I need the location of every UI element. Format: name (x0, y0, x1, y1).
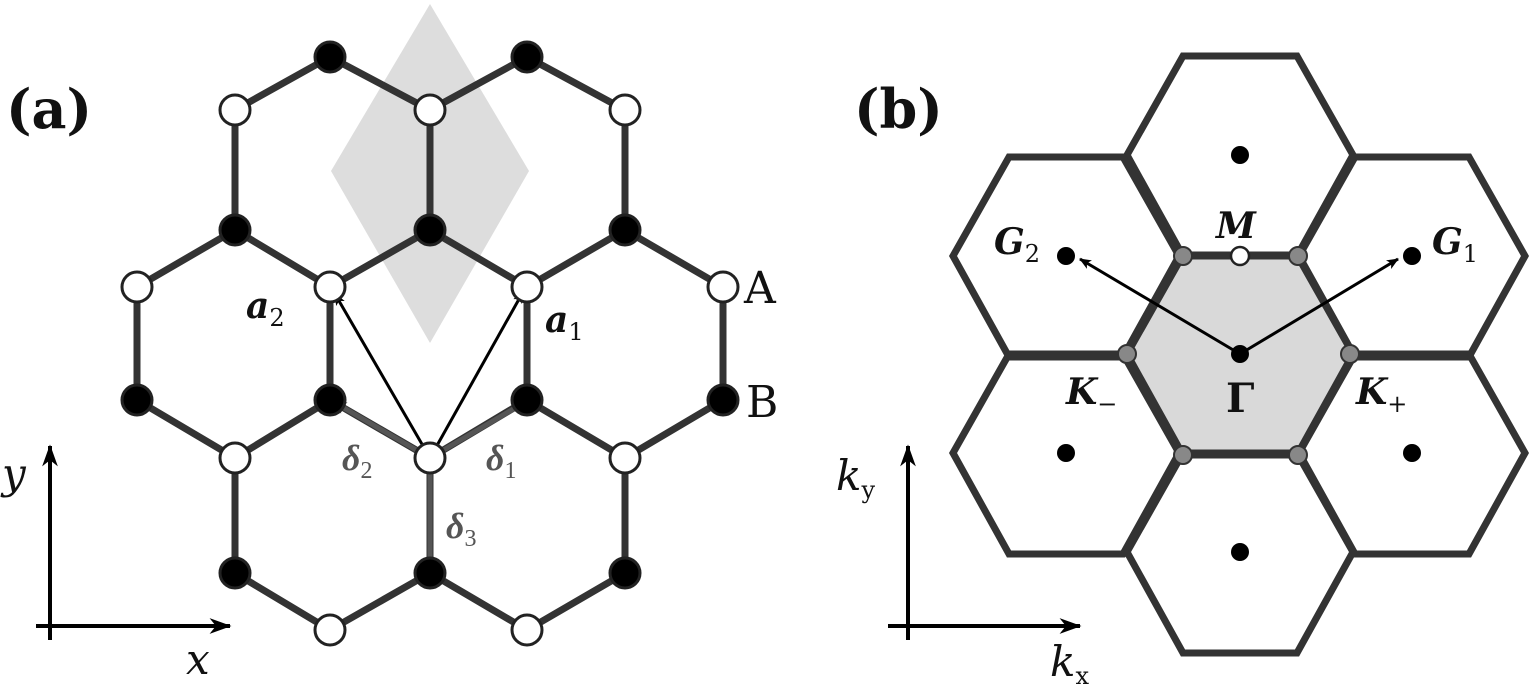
label-delta2: δ2 (342, 438, 372, 484)
zone-center-dot (1057, 444, 1075, 462)
k-point-dot (1117, 344, 1137, 364)
lattice-sites (120, 40, 740, 647)
kx-axis-label: kx (1050, 637, 1089, 690)
bond (426, 569, 531, 634)
bond (621, 226, 727, 291)
bond (523, 226, 629, 291)
label-k-plus: K+ (1355, 371, 1407, 418)
site-b (218, 556, 252, 590)
site-a (120, 270, 154, 304)
m-point-dot (1229, 245, 1251, 267)
panel-b: (b) M G2 G1 Γ K− K+ kx ky (836, 52, 1529, 690)
vector-delta1-arrow (428, 398, 529, 461)
zone-center-dot (1231, 543, 1249, 561)
site-a (510, 613, 544, 647)
sublattice-b-label: B (746, 377, 778, 428)
label-k-minus: K− (1065, 371, 1117, 418)
vector-a1-arrow (428, 291, 525, 459)
k-point-dot (1288, 246, 1308, 266)
lattice-vectors (333, 291, 525, 459)
vector-a2-arrow (333, 293, 432, 459)
bond (231, 396, 334, 462)
x-axis-label: x (186, 635, 210, 684)
site-a (218, 93, 252, 127)
bond (231, 569, 334, 634)
label-gamma-point: Γ (1226, 375, 1254, 422)
label-a1: a1 (545, 299, 584, 346)
k-point-dot (1340, 344, 1360, 364)
panel-a: (a) a1 a2 δ1 δ2 δ3 A B x y (0, 4, 778, 684)
high-symmetry-points (1117, 245, 1360, 465)
site-b (413, 213, 447, 247)
ky-axis-label: ky (836, 451, 875, 504)
bond (231, 226, 334, 291)
site-b (218, 213, 252, 247)
site-b (608, 213, 642, 247)
label-g1: G1 (1432, 221, 1478, 268)
y-axis-label: y (0, 449, 27, 498)
axes-a (36, 444, 232, 640)
sublattice-a-label: A (743, 263, 777, 314)
label-g2: G2 (994, 221, 1040, 268)
bond (326, 53, 434, 114)
honeycomb-bonds (133, 53, 727, 634)
bond (426, 226, 531, 291)
bond (523, 396, 629, 462)
bond (523, 569, 629, 634)
bond (426, 53, 531, 114)
panel-b-label: (b) (854, 77, 943, 141)
site-b (510, 383, 544, 417)
axes-b (888, 444, 1082, 640)
nearest-neighbor-vectors (330, 398, 529, 574)
zone-center-dot (1231, 146, 1249, 164)
bond (326, 226, 434, 291)
k-point-dot (1173, 246, 1193, 266)
site-b (510, 40, 544, 74)
site-a (510, 270, 544, 304)
label-a2: a2 (246, 285, 285, 332)
site-a (608, 441, 642, 475)
site-a (413, 93, 447, 127)
site-a (218, 441, 252, 475)
panel-a-label: (a) (6, 77, 92, 141)
site-b (706, 383, 740, 417)
zone-center-dot (1403, 247, 1421, 265)
vector-g2-arrow (1079, 257, 1241, 356)
site-b (608, 556, 642, 590)
label-m-point: M (1214, 205, 1257, 247)
site-a (313, 270, 347, 304)
k-point-dot (1173, 445, 1193, 465)
zone-center-dot (1057, 247, 1075, 265)
zone-center-dot (1403, 444, 1421, 462)
site-a (706, 270, 740, 304)
site-a (608, 93, 642, 127)
bond (231, 53, 334, 114)
bond (523, 53, 629, 114)
site-b (313, 383, 347, 417)
site-a (413, 441, 447, 475)
k-point-dot (1288, 445, 1308, 465)
vector-g1-arrow (1239, 257, 1399, 356)
label-delta1: δ1 (486, 438, 516, 484)
bond (133, 396, 239, 462)
reciprocal-vectors (1079, 257, 1399, 356)
label-delta3: δ3 (446, 506, 476, 552)
site-b (413, 556, 447, 590)
bond (621, 396, 727, 462)
bond (133, 226, 239, 291)
site-a (313, 613, 347, 647)
vector-delta2-arrow (330, 398, 432, 461)
site-b (120, 383, 154, 417)
site-b (313, 40, 347, 74)
bond (326, 569, 434, 634)
zone-centers (1057, 146, 1421, 561)
